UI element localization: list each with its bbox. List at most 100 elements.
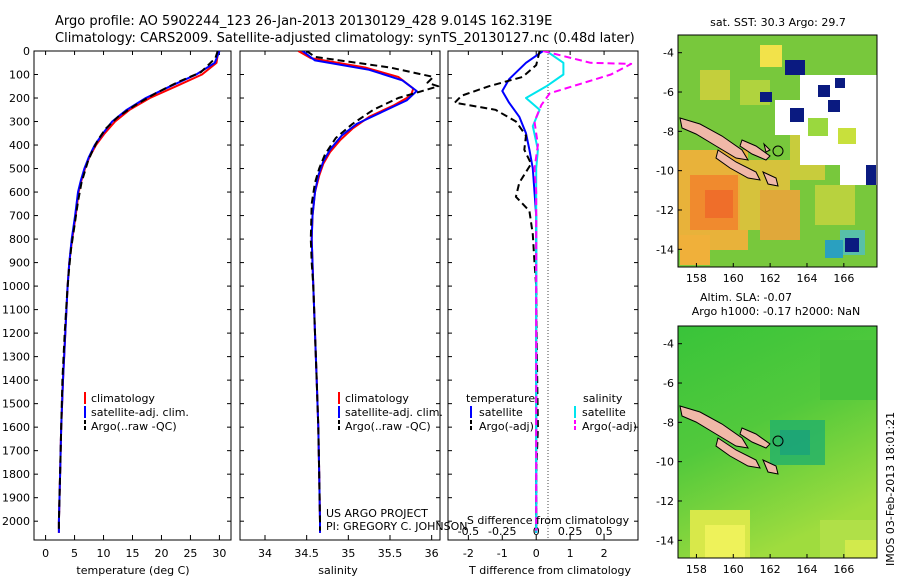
difference-panel: -2 -1 0 1 2-0.5 -0.25 0 0.25 0.5 S difference fr… — [447, 50, 639, 577]
y-tick-label: 300 — [9, 116, 30, 129]
lat-tick-label: -8 — [663, 416, 674, 429]
series-line-sal_satellite — [525, 51, 565, 533]
temperature-series — [57, 51, 221, 533]
imos-timestamp: IMOS 03-Feb-2013 18:01:21 — [884, 412, 897, 566]
x-tick-label: -1 — [497, 547, 508, 560]
temperature-xlabel: temperature (deg C) — [76, 564, 189, 577]
legend-s-satellite-label: satellite — [582, 406, 626, 419]
temperature-panel: 0 5 10 15 20 25 300100200300400500600700800900… — [2, 45, 232, 577]
credit-project: US ARGO PROJECT — [326, 507, 428, 520]
legend-argo-label: Argo(..raw -QC) — [345, 420, 431, 433]
temperature-axes-box — [33, 50, 232, 541]
top-tick-label: -0.5 — [458, 525, 479, 538]
temperature-ticks: 0 5 10 15 20 25 300100200300400500600700800900… — [2, 45, 231, 560]
x-tick-label: 35 — [341, 547, 355, 560]
legend-t-satellite-label: satellite — [479, 406, 523, 419]
series-line-argo — [57, 51, 219, 531]
lon-tick-label: 166 — [833, 272, 854, 285]
series-line-sal_argo — [533, 51, 633, 531]
lat-tick-label: -6 — [663, 377, 674, 390]
y-tick-label: 800 — [9, 233, 30, 246]
salinity-axes-box — [239, 50, 441, 541]
lat-tick-label: -4 — [663, 47, 674, 60]
sst-map: sat. SST: 30.3 Argo: 29.7 — [656, 16, 878, 285]
x-tick-label: 1 — [567, 547, 574, 560]
salinity-series — [297, 51, 440, 533]
difference-legend: temperature satellite Argo(-adj) salinit… — [466, 392, 637, 433]
series-line-argo — [453, 51, 541, 531]
top-tick-label: 0.5 — [595, 525, 613, 538]
top-tick-label: -0.25 — [488, 525, 516, 538]
x-tick-label: 10 — [97, 547, 111, 560]
sla-patches — [690, 340, 877, 558]
y-tick-label: 2000 — [2, 515, 30, 528]
sst-cloud-mask — [760, 60, 877, 252]
y-tick-label: 900 — [9, 257, 30, 270]
x-tick-label: 25 — [183, 547, 197, 560]
x-tick-label: 35.5 — [378, 547, 403, 560]
temperature-legend: climatology satellite-adj. clim. Argo(..… — [84, 392, 189, 433]
argo-location-marker-sla — [772, 435, 784, 447]
lon-tick-label: 158 — [686, 272, 707, 285]
legend-satellite-label: satellite-adj. clim. — [345, 406, 443, 419]
salinity-xlabel: salinity — [318, 564, 358, 577]
y-tick-label: 200 — [9, 92, 30, 105]
legend-satellite-label: satellite-adj. clim. — [91, 406, 189, 419]
x-tick-label: 36 — [425, 547, 439, 560]
salinity-ticks: 34 34.5 35 35.5 36 — [240, 50, 440, 560]
legend-climatology-label: climatology — [345, 392, 409, 405]
lon-tick-label: 160 — [723, 563, 744, 576]
sla-map-frame — [677, 325, 878, 559]
x-tick-label: 20 — [154, 547, 168, 560]
x-tick-label: 0 — [42, 547, 49, 560]
y-tick-label: 0 — [23, 45, 30, 58]
title-line-1: Argo profile: AO 5902244_123 26-Jan-2013… — [55, 14, 552, 29]
y-tick-label: 1900 — [2, 492, 30, 505]
sla-map: Altim. SLA: -0.07 Argo h1000: -0.17 h200… — [656, 291, 878, 576]
y-tick-label: 500 — [9, 163, 30, 176]
series-line-climatology — [297, 51, 415, 533]
lon-tick-label: 166 — [833, 563, 854, 576]
difference-top-xlabel: S difference from climatology — [467, 514, 630, 527]
series-line-satellite — [57, 51, 221, 533]
x-tick-label: 15 — [126, 547, 140, 560]
y-tick-label: 1200 — [2, 327, 30, 340]
lat-tick-label: -14 — [656, 534, 674, 547]
x-tick-label: 30 — [212, 547, 226, 560]
x-tick-label: 34.5 — [294, 547, 319, 560]
series-line-climatology — [57, 51, 220, 533]
y-tick-label: 600 — [9, 186, 30, 199]
x-tick-label: 5 — [71, 547, 78, 560]
lon-tick-label: 164 — [796, 272, 817, 285]
y-tick-label: 400 — [9, 139, 30, 152]
y-tick-label: 1700 — [2, 445, 30, 458]
lat-tick-label: -14 — [656, 243, 674, 256]
sla-map-title-2: Argo h1000: -0.17 h2000: NaN — [692, 305, 861, 318]
y-tick-label: 1800 — [2, 468, 30, 481]
sla-islands — [679, 405, 779, 475]
lat-tick-label: -10 — [656, 456, 674, 469]
sst-islands — [679, 117, 779, 187]
top-tick-label: 0.25 — [558, 525, 583, 538]
legend-salinity-heading: salinity — [583, 392, 623, 405]
salinity-panel: 34 34.5 35 35.5 36 salinity climatology sate… — [239, 50, 467, 577]
difference-xlabel: T difference from climatology — [468, 564, 631, 577]
lat-tick-label: -12 — [656, 495, 674, 508]
lat-tick-label: -8 — [663, 125, 674, 138]
legend-argo-label: Argo(..raw -QC) — [91, 420, 177, 433]
sla-map-ticks: 158 160 162 164 166 -4 -6 -8 -10 -12 -14 — [656, 338, 854, 576]
lat-tick-label: -10 — [656, 165, 674, 178]
lon-tick-label: 162 — [760, 563, 781, 576]
y-tick-label: 1400 — [2, 374, 30, 387]
lat-tick-label: -6 — [663, 86, 674, 99]
x-tick-label: 0 — [533, 547, 540, 560]
y-tick-label: 1600 — [2, 421, 30, 434]
lat-tick-label: -12 — [656, 204, 674, 217]
legend-t-argo-label: Argo(-adj) — [479, 420, 534, 433]
difference-ticks: -2 -1 0 1 2-0.5 -0.25 0 0.25 0.5 — [448, 50, 638, 560]
y-tick-label: 1300 — [2, 351, 30, 364]
lon-tick-label: 164 — [796, 563, 817, 576]
lon-tick-label: 158 — [686, 563, 707, 576]
series-line-argo — [306, 51, 440, 531]
y-tick-label: 700 — [9, 210, 30, 223]
